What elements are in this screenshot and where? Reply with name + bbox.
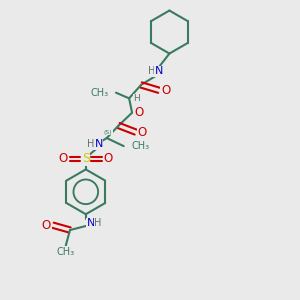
Text: O: O	[103, 152, 113, 166]
Text: O: O	[42, 219, 51, 232]
Text: H: H	[94, 218, 101, 229]
Text: O: O	[138, 126, 147, 139]
Text: H: H	[87, 139, 94, 149]
Text: O: O	[161, 84, 170, 97]
Text: O: O	[59, 152, 68, 166]
Text: CH₃: CH₃	[131, 141, 149, 151]
Text: S: S	[82, 152, 90, 166]
Text: H: H	[134, 94, 140, 103]
Text: CH₃: CH₃	[57, 247, 75, 256]
Text: H: H	[148, 66, 155, 76]
Text: N: N	[94, 139, 103, 149]
Text: N: N	[87, 218, 95, 229]
Text: O: O	[134, 106, 143, 119]
Text: (S): (S)	[104, 130, 112, 135]
Text: CH₃: CH₃	[91, 88, 109, 98]
Text: N: N	[155, 66, 163, 76]
